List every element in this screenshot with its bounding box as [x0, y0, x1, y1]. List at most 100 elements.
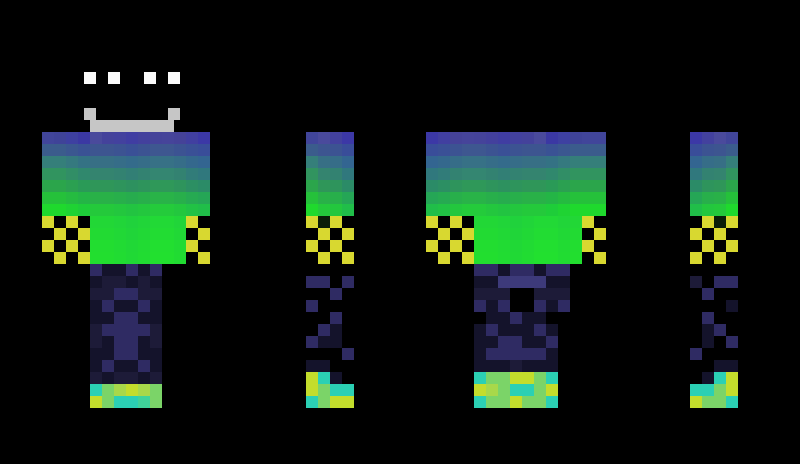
pixel-cell	[90, 156, 102, 168]
pixel-cell	[150, 228, 162, 240]
pixel-cell	[534, 180, 546, 192]
pixel-cell	[138, 396, 150, 408]
pixel-cell	[306, 144, 318, 156]
pixel-cell	[330, 312, 342, 324]
pixel-cell	[330, 240, 342, 252]
pixel-cell	[570, 240, 582, 252]
pixel-cell	[330, 144, 342, 156]
figure-left-side-view[interactable]	[690, 132, 738, 420]
pixel-cell	[582, 144, 594, 156]
pixel-cell	[474, 348, 486, 360]
figure-right-side-view[interactable]	[306, 132, 354, 420]
pixel-cell	[186, 156, 198, 168]
pixel-cell	[66, 192, 78, 204]
pixel-cell	[102, 372, 114, 384]
pixel-cell	[690, 228, 702, 240]
pixel-cell	[486, 156, 498, 168]
pixel-cell	[78, 228, 90, 240]
pixel-cell	[114, 396, 126, 408]
face-cheek-pixel	[84, 108, 96, 120]
pixel-cell	[138, 192, 150, 204]
pixel-cell	[66, 132, 78, 144]
pixel-cell	[474, 396, 486, 408]
figure-front-view[interactable]	[42, 132, 210, 420]
pixel-cell	[522, 156, 534, 168]
pixel-cell	[450, 192, 462, 204]
pixel-cell	[66, 216, 78, 228]
pixel-cell	[42, 180, 54, 192]
pixel-cell	[510, 132, 522, 144]
pixel-cell	[546, 240, 558, 252]
pixel-cell	[702, 240, 714, 252]
pixel-cell	[306, 240, 318, 252]
pixel-cell	[102, 324, 114, 336]
pixel-cell	[162, 240, 174, 252]
pixel-cell	[546, 228, 558, 240]
pixel-cell	[498, 324, 510, 336]
pixel-cell	[306, 180, 318, 192]
pixel-cell	[42, 240, 54, 252]
pixel-cell	[510, 336, 522, 348]
pixel-cell	[522, 192, 534, 204]
pixel-cell	[702, 216, 714, 228]
pixel-cell	[474, 132, 486, 144]
pixel-cell	[558, 276, 570, 288]
figure-back-view[interactable]	[426, 132, 606, 420]
pixel-cell	[162, 192, 174, 204]
pixel-cell	[546, 168, 558, 180]
pixel-cell	[594, 252, 606, 264]
pixel-cell	[462, 180, 474, 192]
pixel-cell	[114, 264, 126, 276]
pixel-cell	[114, 372, 126, 384]
pixel-cell	[342, 168, 354, 180]
pixel-cell	[558, 144, 570, 156]
pixel-cell	[54, 228, 66, 240]
pixel-cell	[126, 300, 138, 312]
pixel-cell	[690, 348, 702, 360]
pixel-cell	[534, 144, 546, 156]
pixel-cell	[534, 240, 546, 252]
pixel-cell	[318, 204, 330, 216]
pixel-cell	[522, 252, 534, 264]
pixel-cell	[438, 192, 450, 204]
pixel-cell	[66, 240, 78, 252]
pixel-cell	[498, 396, 510, 408]
pixel-cell	[54, 192, 66, 204]
pixel-cell	[714, 252, 726, 264]
pixel-cell	[570, 252, 582, 264]
pixel-cell	[726, 180, 738, 192]
pixel-cell	[78, 144, 90, 156]
pixel-cell	[90, 168, 102, 180]
pixel-cell	[162, 204, 174, 216]
pixel-cell	[330, 324, 342, 336]
pixel-cell	[474, 288, 486, 300]
pixel-cell	[198, 192, 210, 204]
pixel-cell	[570, 228, 582, 240]
pixel-cell	[102, 312, 114, 324]
pixel-cell	[522, 312, 534, 324]
pixel-cell	[138, 360, 150, 372]
pixel-cell	[498, 252, 510, 264]
pixel-cell	[546, 264, 558, 276]
pixel-cell	[126, 204, 138, 216]
pixel-cell	[726, 144, 738, 156]
pixel-cell	[114, 156, 126, 168]
pixel-cell	[150, 360, 162, 372]
pixel-cell	[726, 360, 738, 372]
pixel-cell	[522, 384, 534, 396]
pixel-cell	[42, 216, 54, 228]
pixel-cell	[138, 336, 150, 348]
pixel-cell	[546, 288, 558, 300]
pixel-cell	[90, 204, 102, 216]
pixel-cell	[438, 252, 450, 264]
pixel-cell	[534, 204, 546, 216]
pixel-cell	[126, 228, 138, 240]
pixel-cell	[102, 180, 114, 192]
pixel-cell	[42, 132, 54, 144]
pixel-cell	[498, 300, 510, 312]
pixel-cell	[522, 396, 534, 408]
pixel-cell	[582, 156, 594, 168]
pixel-cell	[462, 156, 474, 168]
pixel-cell	[42, 144, 54, 156]
pixel-cell	[198, 228, 210, 240]
